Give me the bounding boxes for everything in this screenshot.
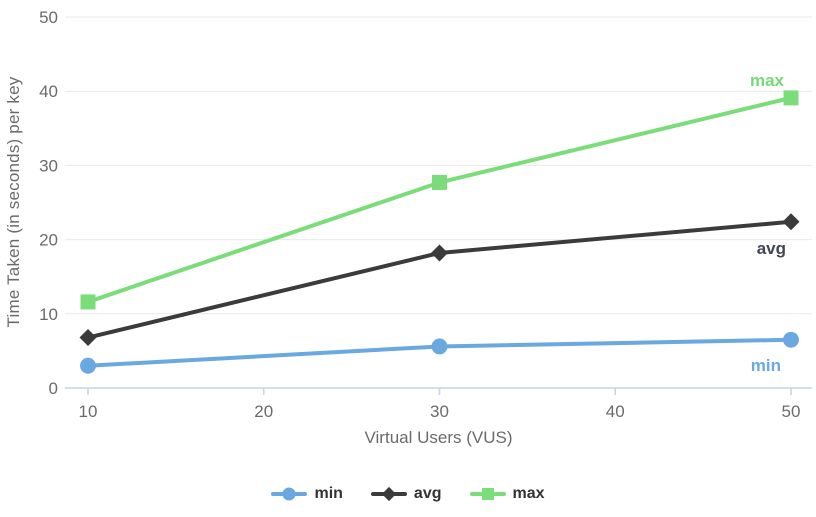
- x-axis-title: Virtual Users (VUS): [364, 428, 513, 447]
- svg-text:50: 50: [782, 402, 801, 421]
- legend-label-avg: avg: [413, 485, 442, 502]
- legend-item-avg[interactable]: avg: [370, 485, 442, 503]
- legend-label-max: max: [512, 485, 545, 502]
- legend-marker-min-icon: [271, 485, 308, 503]
- y-axis-title: Time Taken (in seconds) per key: [4, 76, 23, 328]
- y-tick-labels: 0 10 20 30 40 50: [39, 8, 58, 398]
- svg-text:20: 20: [254, 402, 273, 421]
- y-gridlines: [65, 16, 812, 315]
- series-min: min: [80, 331, 799, 375]
- x-tick-labels: 10 20 30 40 50: [79, 402, 801, 421]
- legend-label-min: min: [314, 485, 343, 502]
- series-end-label-max: max: [750, 71, 785, 90]
- svg-text:30: 30: [430, 402, 449, 421]
- legend-item-min[interactable]: min: [271, 485, 343, 503]
- svg-text:50: 50: [39, 8, 58, 27]
- legend-marker-max-icon: [469, 485, 506, 503]
- svg-text:10: 10: [39, 305, 58, 324]
- legend-item-max[interactable]: max: [469, 485, 545, 503]
- svg-text:20: 20: [39, 231, 58, 250]
- svg-text:30: 30: [39, 156, 58, 175]
- series-max: max: [80, 71, 799, 310]
- legend: min avg max: [0, 477, 816, 511]
- plot-area: 0 10 20 30 40 50 10 20 30 40 50 min avg max: [39, 8, 812, 421]
- svg-text:10: 10: [79, 402, 98, 421]
- series-line-max: [86, 95, 793, 304]
- series-end-label-avg: avg: [757, 239, 786, 258]
- series-avg: avg: [79, 213, 800, 347]
- svg-text:40: 40: [606, 402, 625, 421]
- svg-text:0: 0: [49, 379, 58, 398]
- legend-marker-avg-icon: [370, 485, 407, 503]
- svg-text:40: 40: [39, 82, 58, 101]
- x-axis: [65, 387, 812, 395]
- series-end-label-min: min: [751, 356, 781, 375]
